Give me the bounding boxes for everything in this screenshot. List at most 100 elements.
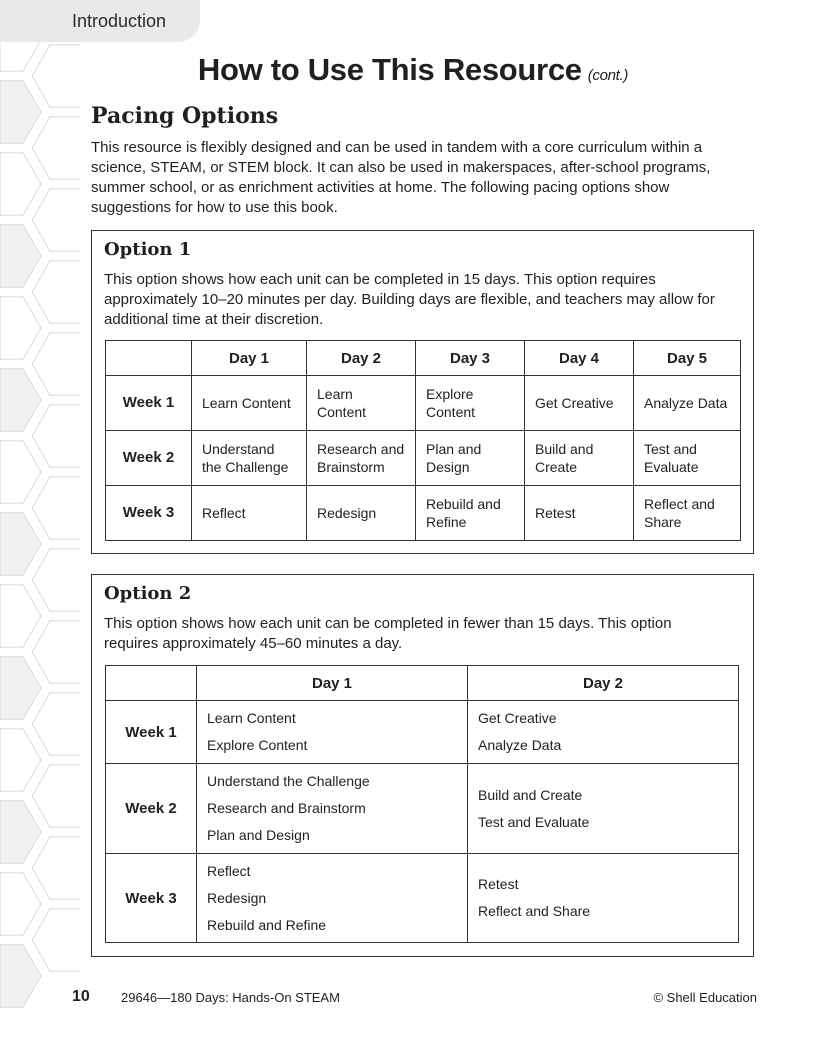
day2-cell: Retest Reflect and Share xyxy=(467,853,739,943)
hexagon-shape xyxy=(0,656,42,720)
column-header xyxy=(105,340,192,376)
page-title-suffix: (cont.) xyxy=(587,67,629,84)
table-row: Week 3 Reflect Redesign Rebuild and Refine R… xyxy=(105,485,741,541)
section-heading: Pacing Options xyxy=(91,103,279,129)
day1-cell: Learn Content Explore Content xyxy=(196,700,468,764)
activity: Learn Content xyxy=(207,710,296,726)
hexagon-shape xyxy=(31,44,80,108)
hexagon-shape xyxy=(31,188,80,252)
hexagon-shape xyxy=(31,692,80,756)
week-label: Week 1 xyxy=(105,375,192,431)
hexagon-shape xyxy=(31,404,80,468)
option1-box xyxy=(91,230,754,554)
activity: Retest xyxy=(478,876,519,892)
hexagon-shape xyxy=(31,332,80,396)
hexagon-shape xyxy=(0,512,42,576)
table-cell: Analyze Data xyxy=(633,375,741,431)
table-row: Week 2 Understand the Challenge Research a… xyxy=(105,430,741,486)
week-label: Week 2 xyxy=(105,430,192,486)
hexagon-shape xyxy=(0,800,42,864)
table-cell: Learn Content xyxy=(191,375,307,431)
column-header: Day 2 xyxy=(306,340,416,376)
hexagon-shape xyxy=(0,584,42,648)
activity: Test and Evaluate xyxy=(478,813,590,830)
page-title-text: How to Use This Resource xyxy=(197,52,582,87)
week-label: Week 2 xyxy=(105,763,197,854)
table-cell: Redesign xyxy=(306,485,416,541)
activity: Analyze Data xyxy=(478,737,562,753)
day1-cell: Understand the Challenge Research and Bra… xyxy=(196,763,468,854)
page-number: 10 xyxy=(72,988,90,1005)
table-cell: Reflect and Share xyxy=(633,485,741,541)
activity: Research and Brainstorm xyxy=(207,800,366,816)
column-header: Day 4 xyxy=(524,340,634,376)
table-header-row: Day 1 Day 2 xyxy=(105,665,739,701)
option2-box xyxy=(91,574,754,957)
option2-heading: Option 2 xyxy=(104,583,192,604)
table-cell: Get Creative xyxy=(524,375,634,431)
table-cell: Plan and Design xyxy=(415,430,525,486)
hexagon-shape xyxy=(31,908,80,972)
hexagon-shape xyxy=(31,260,80,324)
column-header: Day 3 xyxy=(415,340,525,376)
week-label: Week 3 xyxy=(105,853,197,943)
hexagon-shape xyxy=(0,944,42,1008)
intro-paragraph: This resource is flexibly designed and c… xyxy=(91,139,711,216)
week-label: Week 1 xyxy=(105,700,197,764)
activity: Redesign xyxy=(207,889,267,906)
hexagon-shape xyxy=(31,116,80,180)
table-header-row: Day 1 Day 2 Day 3 Day 4 Day 5 xyxy=(105,340,741,376)
hexagon-shape xyxy=(0,728,42,792)
option1-description: This option shows how each unit can be c… xyxy=(104,271,715,328)
column-header: Day 5 xyxy=(633,340,741,376)
activity: Reflect xyxy=(207,862,251,879)
activity: Build and Create xyxy=(478,786,583,803)
activity: Plan and Design xyxy=(207,827,310,843)
table-row: Week 1 Learn Content Explore Content Get Cr… xyxy=(105,700,739,764)
table-cell: Understand the Challenge xyxy=(191,430,307,486)
table-cell: Explore Content xyxy=(415,375,525,431)
option1-heading: Option 1 xyxy=(104,239,192,260)
hexagon-pattern-decoration xyxy=(0,40,80,1008)
day1-cell: Reflect Redesign Rebuild and Refine xyxy=(196,853,468,943)
table-cell: Reflect xyxy=(191,485,307,541)
option2-description: This option shows how each unit can be c… xyxy=(104,615,672,652)
table-row: Week 2 Understand the Challenge Research a… xyxy=(105,763,739,854)
hexagon-shape xyxy=(0,152,42,216)
table-cell: Build and Create xyxy=(524,430,634,486)
table-cell: Learn Content xyxy=(306,375,416,431)
option1-table: Day 1 Day 2 Day 3 Day 4 Day 5 Week 1 Lear… xyxy=(105,340,741,541)
hexagon-shape xyxy=(0,440,42,504)
hexagon-shape xyxy=(31,548,80,612)
page-title: How to Use This Resource (cont.) xyxy=(0,52,826,88)
activity: Reflect and Share xyxy=(478,903,591,919)
footer-book-title: 29646—180 Days: Hands-On STEAM xyxy=(121,990,340,1005)
hexagon-shape xyxy=(31,836,80,900)
activity: Rebuild and Refine xyxy=(207,916,327,933)
hexagon-shape xyxy=(31,764,80,828)
activity: Understand the Challenge xyxy=(207,773,370,789)
table-row: Week 3 Reflect Redesign Rebuild and Refine R… xyxy=(105,853,739,943)
footer-copyright: © Shell Education xyxy=(653,990,757,1005)
table-cell: Research and Brainstorm xyxy=(306,430,416,486)
column-header xyxy=(105,665,197,701)
day2-cell: Get Creative Analyze Data xyxy=(467,700,739,764)
activity: Get Creative xyxy=(478,710,557,726)
table-row: Week 1 Learn Content Learn Content Explore … xyxy=(105,375,741,431)
hexagon-shape xyxy=(31,620,80,684)
hexagon-shape xyxy=(0,872,42,936)
week-label: Week 3 xyxy=(105,485,192,541)
section-tab: Introduction xyxy=(0,0,200,42)
activity: Explore Content xyxy=(207,737,308,753)
hexagon-shape xyxy=(0,224,42,288)
hexagon-shape xyxy=(0,368,42,432)
option2-table: Day 1 Day 2 Week 1 Learn Content Explore C… xyxy=(105,665,739,943)
hexagon-shape xyxy=(0,80,42,144)
table-cell: Retest xyxy=(524,485,634,541)
day2-cell: Build and Create Test and Evaluate xyxy=(467,763,739,854)
hexagon-shape xyxy=(0,40,42,72)
hexagon-shape xyxy=(0,296,42,360)
table-cell: Rebuild and Refine xyxy=(415,485,525,541)
column-header: Day 2 xyxy=(467,665,739,701)
